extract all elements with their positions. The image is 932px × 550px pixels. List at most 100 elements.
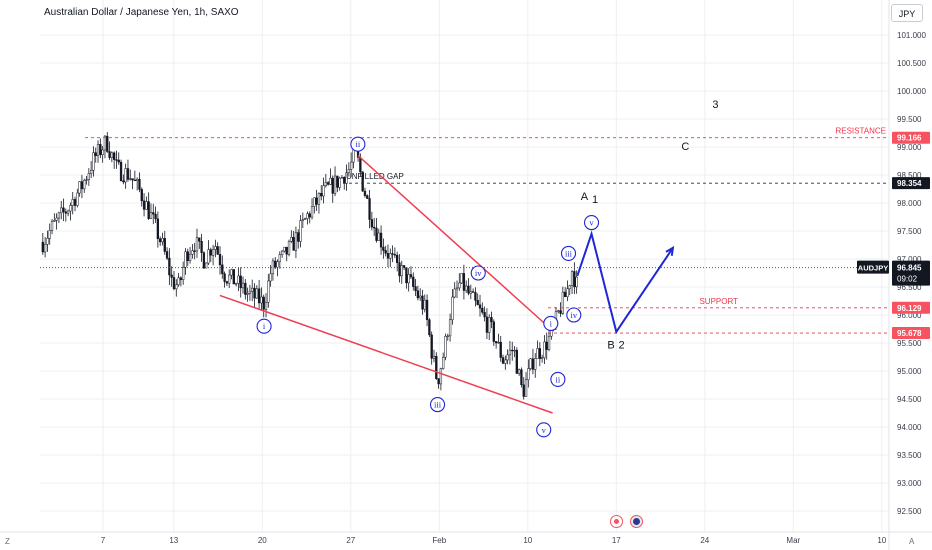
- candle: [106, 132, 109, 154]
- candle: [446, 333, 449, 341]
- candle: [46, 230, 49, 252]
- y-tick-label: 99.500: [897, 115, 922, 124]
- candle-body: [439, 368, 443, 385]
- candle-body: [170, 274, 173, 278]
- candle-body: [241, 282, 245, 289]
- candle-body: [308, 213, 311, 218]
- candle-body: [177, 277, 180, 286]
- candle: [209, 247, 212, 263]
- candle: [490, 311, 493, 329]
- candle: [524, 372, 528, 397]
- candle-body: [103, 135, 107, 151]
- candle: [451, 289, 454, 325]
- candle: [152, 203, 155, 225]
- timezone-icon[interactable]: Z: [5, 537, 10, 546]
- candle-body: [225, 281, 229, 284]
- candle: [460, 273, 463, 285]
- candle-body: [481, 307, 484, 313]
- y-tick-label: 95.500: [897, 339, 922, 348]
- candle-body: [513, 349, 516, 352]
- candle-body: [405, 267, 408, 284]
- candle: [430, 331, 433, 365]
- candle: [522, 377, 525, 400]
- candle: [200, 233, 203, 262]
- candle-body: [92, 152, 95, 171]
- x-tick-label: Mar: [786, 536, 800, 545]
- candle: [230, 268, 233, 280]
- candle-body: [89, 169, 93, 174]
- candle: [69, 202, 72, 221]
- record-icon[interactable]: [610, 515, 623, 528]
- candle: [340, 174, 344, 179]
- candle: [402, 265, 406, 271]
- candle: [501, 354, 505, 365]
- candle: [182, 261, 185, 285]
- candle: [248, 284, 252, 301]
- candle: [561, 286, 564, 315]
- candle: [494, 340, 498, 349]
- candle: [313, 197, 316, 214]
- candle: [520, 367, 523, 388]
- projection-arrowhead: [665, 245, 675, 256]
- candle: [172, 270, 176, 291]
- candle-body: [524, 379, 528, 397]
- auto-scale-button[interactable]: A: [909, 537, 915, 546]
- currency-button[interactable]: JPY: [891, 4, 923, 22]
- candle-body: [285, 246, 288, 255]
- candle-body: [515, 349, 518, 374]
- candle: [280, 249, 284, 258]
- candle-body: [499, 341, 502, 358]
- wave-circle: [560, 245, 577, 261]
- candle: [48, 223, 51, 245]
- candle: [73, 196, 77, 212]
- candle: [136, 177, 139, 191]
- candle-body: [391, 253, 394, 255]
- candle-body: [152, 212, 155, 215]
- candle-body: [230, 269, 233, 276]
- x-tick-label: 7: [101, 536, 106, 545]
- wave-label: 3: [712, 99, 718, 111]
- candle: [350, 152, 353, 178]
- candle-body: [294, 232, 298, 251]
- candle-body: [573, 271, 576, 288]
- candle-body: [453, 288, 456, 298]
- candle-body: [159, 238, 162, 243]
- candle-body: [310, 206, 314, 218]
- x-tick-label: Feb: [432, 536, 446, 545]
- y-tick-label: 97.500: [897, 227, 922, 236]
- candle: [485, 308, 489, 340]
- candle: [439, 367, 443, 391]
- wave-circle: [566, 307, 582, 323]
- candle: [370, 211, 374, 231]
- candle: [506, 349, 509, 365]
- wave-label: C: [681, 141, 689, 153]
- timeframe: 1h: [194, 7, 206, 18]
- candle-body: [182, 267, 185, 280]
- candle: [303, 217, 307, 221]
- candle-body: [557, 310, 560, 312]
- candle: [294, 226, 298, 259]
- candle-body: [60, 207, 63, 214]
- candle: [308, 211, 311, 224]
- candle-body: [517, 369, 521, 374]
- candle-body: [379, 232, 383, 248]
- flag-icon[interactable]: [630, 515, 643, 528]
- candle: [384, 245, 387, 257]
- candle: [557, 309, 560, 314]
- candle: [64, 208, 67, 222]
- candle: [94, 147, 97, 163]
- candle: [260, 287, 263, 311]
- candle: [110, 151, 113, 163]
- candle: [347, 162, 351, 177]
- candle-body: [186, 251, 189, 261]
- candle: [396, 251, 399, 272]
- candle: [540, 354, 544, 363]
- candle-body: [425, 299, 429, 321]
- candle: [497, 333, 500, 344]
- candle-body: [389, 253, 392, 259]
- candle: [161, 232, 164, 246]
- support-label: SUPPORT: [699, 297, 738, 306]
- candle: [142, 193, 146, 217]
- candle-body: [483, 312, 486, 318]
